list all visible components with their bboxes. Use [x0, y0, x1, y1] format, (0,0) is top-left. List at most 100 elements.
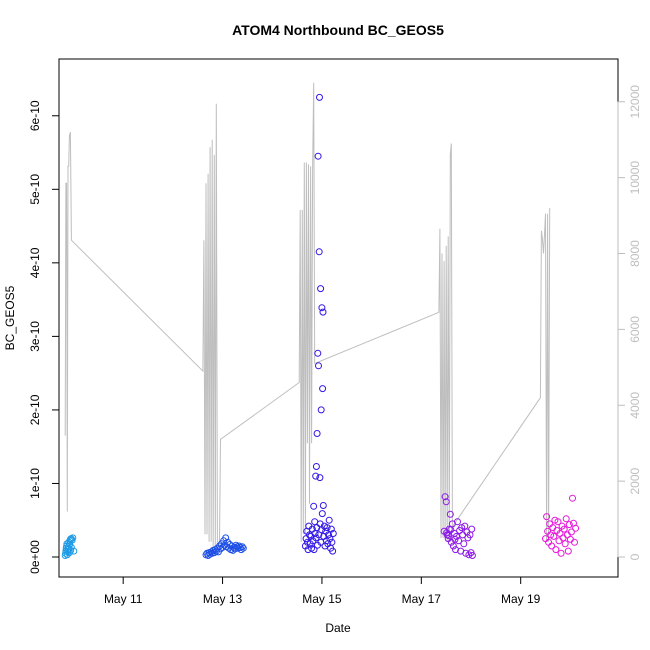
data-point [562, 515, 570, 523]
altitude-line-path [64, 82, 551, 550]
data-point [325, 531, 332, 539]
data-point [460, 540, 468, 548]
data-point [319, 502, 327, 509]
data-point [217, 545, 224, 553]
data-point [316, 93, 323, 101]
data-point [316, 474, 324, 482]
data-point [238, 543, 246, 551]
data-point [555, 537, 563, 545]
y-right-tick-label: 8000 [628, 240, 642, 267]
data-point [571, 538, 578, 546]
data-point [222, 534, 230, 542]
data-point [455, 537, 463, 545]
y-tick-label: 4e-10 [28, 247, 42, 278]
data-point [213, 544, 221, 552]
altitude-line [64, 82, 551, 550]
data-point [235, 542, 243, 550]
x-tick-label: May 11 [104, 592, 143, 606]
data-point [70, 547, 78, 555]
data-point [451, 535, 459, 543]
data-point [327, 525, 335, 533]
data-point [314, 349, 322, 357]
y-tick-label: 6e-10 [28, 100, 42, 131]
data-point [317, 406, 325, 414]
data-point [67, 546, 75, 554]
data-point [67, 543, 75, 551]
data-point [314, 152, 322, 160]
data-point [310, 546, 318, 554]
y-right-tick-label: 6000 [628, 316, 642, 343]
x-tick-label: May 19 [501, 592, 541, 606]
data-point [449, 542, 457, 550]
data-point [560, 525, 568, 533]
data-point [461, 522, 469, 530]
chart-title: ATOM4 Northbound BC_GEOS5 [232, 22, 444, 38]
data-point [312, 463, 320, 470]
data-point [315, 362, 322, 370]
data-point [319, 308, 327, 316]
data-point [564, 547, 572, 555]
y-right-tick-label: 0 [628, 553, 642, 560]
data-point [442, 498, 450, 506]
data-point [329, 530, 337, 537]
y-axis-label: BC_GEOS5 [3, 285, 17, 350]
data-points [61, 93, 580, 559]
data-point [567, 528, 575, 536]
y-tick-label: 3e-10 [28, 321, 42, 352]
data-point [561, 540, 569, 548]
x-tick-label: May 17 [402, 592, 442, 606]
x-tick-label: May 13 [203, 592, 243, 606]
y-tick-label: 5e-10 [28, 174, 42, 205]
data-point [468, 552, 476, 559]
data-point [445, 532, 453, 540]
data-point [239, 544, 247, 552]
data-point [565, 521, 573, 529]
data-point [319, 385, 327, 393]
data-point [543, 513, 551, 521]
data-point [312, 472, 320, 480]
data-point [318, 510, 326, 518]
x-axis-label: Date [325, 621, 351, 635]
data-point [326, 535, 334, 543]
y-axis-right: 0 2000 4000 6000 8000 10000 12000 [617, 85, 642, 560]
data-point [465, 551, 473, 559]
y-tick-label: 2e-10 [28, 394, 42, 425]
data-point [328, 538, 336, 546]
y-tick-label: 1e-10 [28, 468, 42, 499]
data-point [548, 542, 556, 550]
data-point [446, 510, 454, 518]
data-point [318, 304, 326, 312]
y-axis-left: 0e+00 1e-10 2e-10 3e-10 4e-10 5e-10 6e-10 [28, 100, 59, 574]
y-right-tick-label: 12000 [628, 85, 642, 119]
data-point [468, 525, 476, 533]
data-point [550, 532, 558, 540]
data-point [557, 549, 565, 557]
y-tick-label: 0e+00 [28, 540, 42, 574]
data-point [310, 502, 318, 510]
y-right-tick-label: 4000 [628, 392, 642, 419]
data-point [454, 518, 461, 526]
x-tick-label: May 15 [302, 592, 342, 606]
data-point [69, 534, 77, 542]
data-point [566, 535, 574, 543]
data-point [317, 285, 325, 293]
plot-area [58, 58, 619, 578]
data-point [325, 516, 333, 524]
data-point [552, 546, 560, 554]
data-point [572, 524, 580, 532]
data-point [329, 547, 337, 555]
data-point [323, 524, 331, 532]
x-axis: May 11 May 13 May 15 May 17 May 19 [104, 576, 541, 606]
data-point [554, 518, 562, 526]
data-point [447, 526, 455, 534]
data-point [207, 548, 215, 556]
data-point [313, 430, 321, 437]
y-right-tick-label: 10000 [628, 161, 642, 195]
data-point [315, 248, 323, 256]
data-point [315, 531, 323, 539]
data-point [569, 494, 576, 502]
data-point [441, 493, 449, 501]
y-right-tick-label: 2000 [628, 467, 642, 494]
data-point [559, 534, 567, 542]
